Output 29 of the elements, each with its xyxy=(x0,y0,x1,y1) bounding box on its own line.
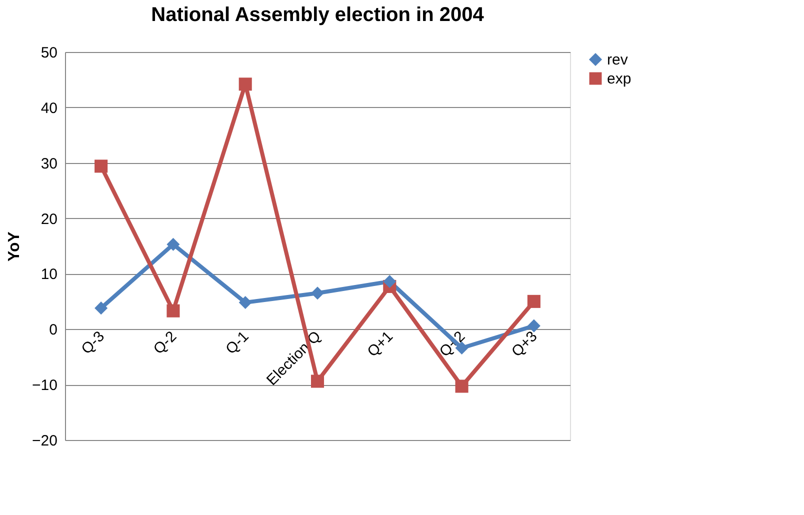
x-tick-label: Q-3 xyxy=(78,328,108,358)
point xyxy=(238,78,252,91)
point xyxy=(527,319,540,332)
y-tick-label: 0 xyxy=(49,322,58,339)
point xyxy=(455,380,468,393)
y-tick-label: 20 xyxy=(40,210,58,228)
y-tick-label: 30 xyxy=(40,155,58,172)
point xyxy=(383,274,396,288)
y-axis-title: YoY xyxy=(6,231,24,262)
point xyxy=(166,238,180,251)
point xyxy=(310,374,324,388)
y-tick-label: 50 xyxy=(40,44,58,62)
x-tick-label: Q-1 xyxy=(222,328,252,358)
point xyxy=(94,302,108,315)
y-tick-label: −10 xyxy=(32,377,58,394)
point xyxy=(310,286,324,300)
x-tick-label: Q+1 xyxy=(364,328,397,360)
point xyxy=(238,296,252,310)
chart-title: National Assembly election in 2004 xyxy=(151,4,485,26)
x-tick-label: Q+3 xyxy=(508,328,541,360)
legend-label: rev xyxy=(607,52,628,68)
y-tick-label: 40 xyxy=(40,100,58,117)
point xyxy=(527,294,540,308)
point xyxy=(166,304,180,318)
y-tick-label: −20 xyxy=(32,432,58,450)
legend-label: exp xyxy=(607,70,632,88)
point xyxy=(94,160,108,173)
x-tick-label: Q-2 xyxy=(150,328,180,358)
y-tick-label: 10 xyxy=(40,266,58,284)
